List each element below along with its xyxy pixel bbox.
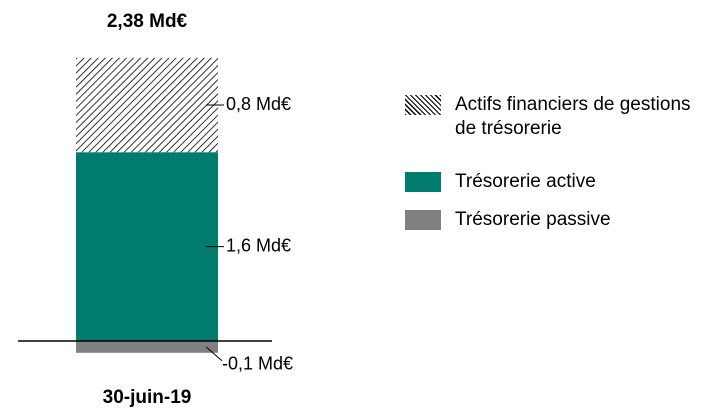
bar-segment <box>76 152 218 341</box>
x-tick-label: 30-juin-19 <box>103 387 192 408</box>
data-label: -0,1 Md€ <box>222 354 293 374</box>
legend-label: Trésorerie active <box>455 171 596 192</box>
data-label: 0,8 Md€ <box>226 94 291 114</box>
total-label: 2,38 Md€ <box>107 11 188 32</box>
data-label: 1,6 Md€ <box>226 235 291 255</box>
legend-label: Trésorerie passive <box>455 209 611 230</box>
bar-segment <box>76 341 218 353</box>
legend-label: Actifs financiers de gestions de trésore… <box>455 94 691 139</box>
legend-item: Actifs financiers de gestions de trésore… <box>405 93 700 141</box>
legend-swatch <box>405 95 441 115</box>
bar-segment <box>76 57 218 153</box>
leader-line <box>205 346 223 362</box>
legend-swatch <box>405 172 441 192</box>
legend-item: Trésorerie active <box>405 170 700 194</box>
legend-swatch <box>405 210 441 230</box>
legend-item: Trésorerie passive <box>405 208 700 232</box>
